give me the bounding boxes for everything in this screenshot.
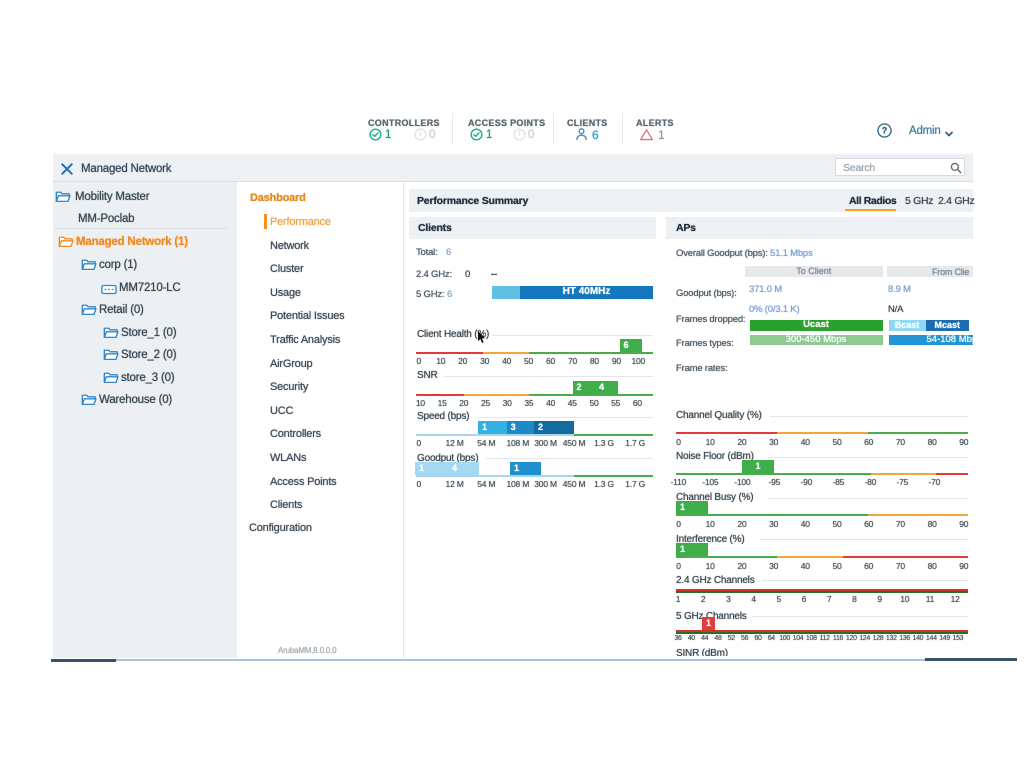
svg-text:?: ? [882, 126, 887, 136]
